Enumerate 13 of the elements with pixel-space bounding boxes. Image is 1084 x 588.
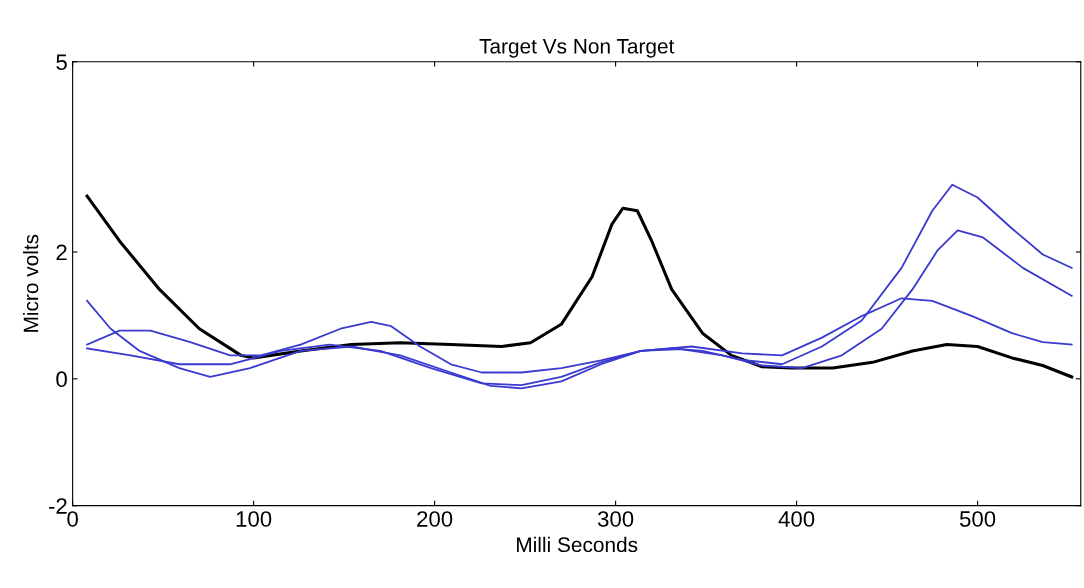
x-tick-label: 400 (778, 511, 815, 527)
y-tick-label: 5 (56, 54, 67, 71)
y-axis-title: Micro volts (23, 234, 39, 332)
x-axis-title: Milli Seconds (517, 536, 638, 553)
x-tick-label: 500 (959, 511, 996, 527)
y-tick-label: 2 (56, 244, 67, 261)
chart-title: Target Vs Non Target (479, 39, 675, 58)
x-tick-label: 200 (417, 511, 453, 527)
y-tick-label: 0 (56, 371, 67, 388)
x-tick-label: 0 (67, 511, 78, 527)
x-tick-label: 100 (236, 511, 272, 527)
y-tick-label: -2 (49, 498, 67, 514)
x-tick-label: 300 (597, 511, 634, 527)
